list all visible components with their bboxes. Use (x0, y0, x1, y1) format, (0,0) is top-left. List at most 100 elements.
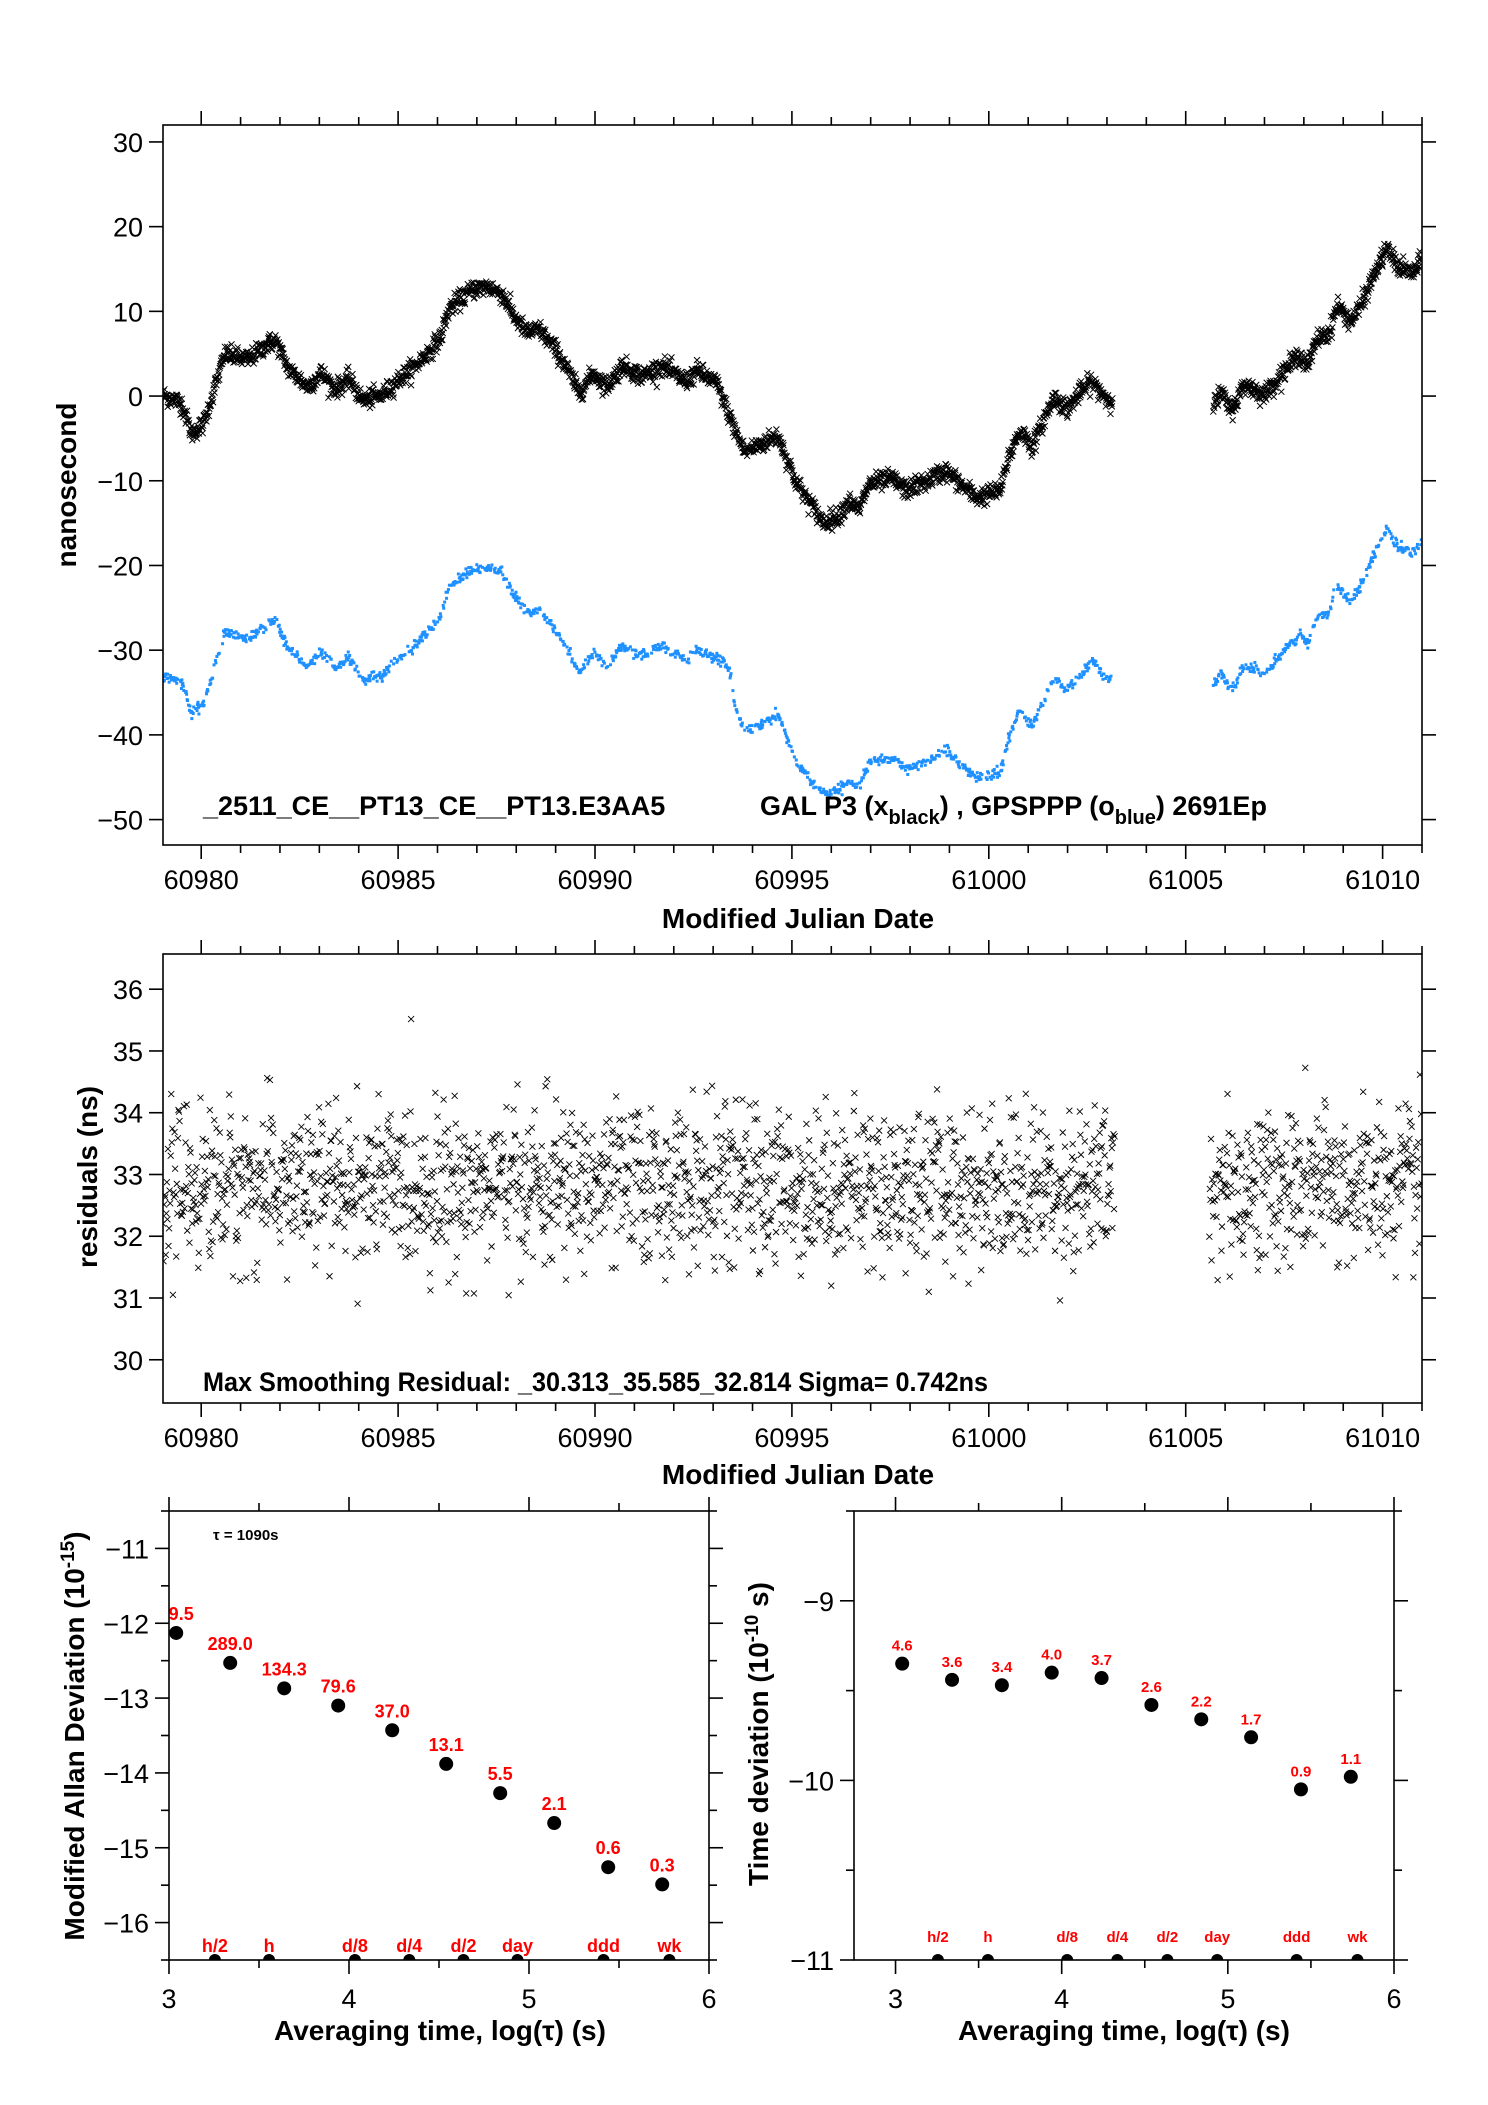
offset-point-blue (769, 722, 773, 726)
offset-point-black (627, 364, 635, 372)
offset-point-blue (1061, 685, 1065, 689)
residual-point (499, 1153, 507, 1160)
offset-point-blue (1109, 674, 1113, 678)
residual-point (303, 1199, 311, 1206)
offset-point-black (844, 497, 852, 505)
offset-point-black (188, 436, 196, 444)
offset-point-blue (642, 649, 646, 653)
offset-point-blue (956, 762, 960, 766)
offset-point-blue (1029, 718, 1033, 722)
residual-point (571, 1230, 579, 1238)
offset-point-blue (1322, 615, 1326, 619)
residual-point (600, 1131, 608, 1138)
residual-point (696, 1136, 704, 1143)
residual-point (323, 1191, 331, 1199)
residual-point (417, 1135, 424, 1143)
offset-point-black (1214, 402, 1222, 409)
residual-point (440, 1208, 448, 1215)
offset-point-blue (923, 763, 927, 767)
offset-point-blue (1356, 587, 1360, 591)
residual-point (348, 1186, 355, 1193)
residual-point (325, 1100, 332, 1108)
residual-point (570, 1142, 578, 1150)
offset-point-blue (533, 609, 537, 613)
offset-point-blue (436, 620, 440, 624)
residual-point (297, 1164, 305, 1172)
offset-point-blue (698, 651, 702, 655)
offset-point-black (554, 341, 561, 348)
offset-point-black (674, 369, 681, 377)
residual-point (165, 1242, 172, 1250)
offset-point-blue (458, 580, 462, 584)
offset-point-blue (1225, 681, 1229, 685)
residual-point (171, 1128, 178, 1136)
residual-point (280, 1155, 288, 1163)
offset-point-blue (944, 750, 948, 754)
offset-point-black (325, 394, 332, 402)
residual-point (611, 1140, 619, 1148)
residual-point (581, 1136, 589, 1143)
residual-point (347, 1155, 355, 1163)
residual-point (528, 1124, 536, 1132)
offset-point-blue (750, 730, 754, 734)
offset-point-blue (645, 652, 649, 656)
offset-point-black (226, 347, 234, 354)
offset-point-blue (480, 565, 484, 569)
offset-point-black (326, 376, 334, 383)
offset-point-blue (1366, 566, 1370, 570)
offset-point-blue (669, 653, 673, 657)
offset-point-blue (747, 724, 751, 728)
offset-point-black (338, 385, 345, 393)
offset-point-black (344, 363, 352, 371)
offset-point-black (259, 353, 267, 360)
residual-point (508, 1156, 515, 1163)
offset-point-blue (1416, 547, 1420, 551)
residual-point (379, 1221, 387, 1228)
offset-point-blue (680, 656, 684, 660)
offset-point-blue (237, 636, 241, 640)
offset-point-blue (1065, 688, 1069, 692)
offset-point-blue (760, 718, 764, 722)
residual-point (404, 1244, 412, 1252)
offset-point-blue (596, 658, 600, 662)
offset-point-blue (915, 761, 919, 765)
offset-point-blue (674, 649, 678, 653)
offset-point-blue (1015, 711, 1019, 715)
residual-point (706, 1165, 713, 1173)
offset-point-black (1229, 416, 1237, 424)
offset-point-blue (323, 655, 327, 659)
residual-point (540, 1228, 547, 1236)
residual-point (575, 1159, 583, 1167)
residual-point (203, 1153, 211, 1161)
offset-point-blue (568, 652, 572, 656)
offset-point-blue (275, 618, 279, 622)
offset-point-blue (1083, 670, 1087, 674)
offset-point-blue (712, 654, 716, 658)
offset-point-blue (778, 717, 782, 721)
offset-point-blue (640, 657, 644, 661)
offset-point-blue (1303, 637, 1307, 641)
residual-point (581, 1167, 589, 1174)
residual-point (712, 1133, 720, 1141)
offset-point-black (1108, 402, 1116, 410)
offset-point-black (1007, 452, 1015, 459)
offset-point-blue (415, 645, 419, 649)
offset-point-blue (1011, 724, 1015, 728)
offset-point-blue (176, 677, 180, 681)
residual-point (197, 1094, 204, 1101)
residual-point (621, 1190, 629, 1197)
offset-point-blue (1295, 635, 1299, 639)
residual-point (288, 1156, 295, 1164)
offset-point-black (1221, 389, 1229, 397)
offset-point-blue (191, 711, 195, 715)
residual-point (710, 1253, 718, 1261)
offset-point-black (573, 377, 580, 385)
offset-point-blue (316, 654, 320, 658)
offset-point-blue (229, 633, 233, 637)
offset-point-black (1012, 438, 1019, 446)
residual-point (454, 1163, 461, 1170)
offset-point-blue (563, 642, 567, 646)
residual-point (272, 1218, 279, 1225)
offset-point-blue (179, 680, 183, 684)
